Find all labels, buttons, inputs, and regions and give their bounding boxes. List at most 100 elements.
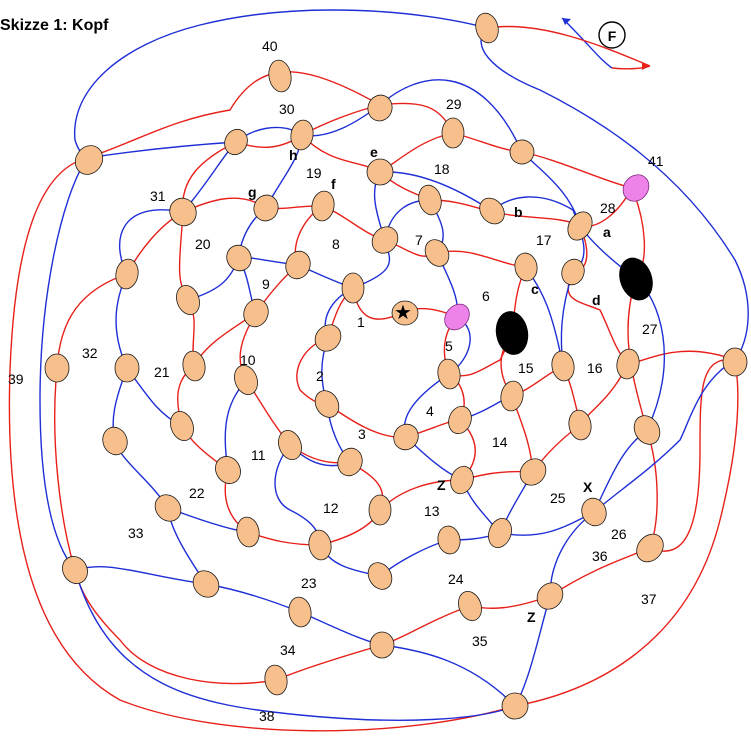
letter-x: X — [583, 479, 593, 495]
pin-node — [226, 244, 252, 272]
pin-node — [501, 692, 529, 720]
pin-node — [722, 347, 748, 377]
direction-marker-label: F — [608, 28, 617, 44]
pin-node — [367, 562, 393, 590]
pin-node — [616, 348, 640, 380]
field-number: 26 — [611, 526, 627, 542]
field-number: 18 — [434, 161, 450, 177]
field-number: 5 — [445, 338, 453, 354]
field-number: 27 — [642, 321, 658, 337]
pin-node — [268, 59, 292, 93]
pin-node — [458, 591, 482, 621]
pin-node — [115, 258, 139, 290]
letter-b: b — [514, 204, 523, 220]
pin-node — [314, 390, 340, 418]
field-number: 39 — [8, 371, 24, 387]
field-number: 28 — [600, 200, 616, 216]
black-pin-c — [495, 311, 529, 355]
pin-node — [264, 664, 288, 696]
pin-node — [278, 430, 302, 460]
field-number: 29 — [446, 96, 462, 112]
pin-nodes — [44, 12, 748, 720]
field-number: 35 — [472, 633, 488, 649]
pin-node — [509, 139, 535, 165]
field-number: 14 — [492, 434, 508, 450]
letter-e: e — [370, 144, 378, 160]
pink-pin-5 — [444, 303, 470, 331]
field-number: 8 — [332, 236, 340, 252]
pin-node — [551, 350, 575, 382]
pin-node — [369, 631, 395, 659]
pin-node — [224, 128, 248, 156]
pin-node — [450, 465, 474, 495]
field-number: 37 — [641, 591, 657, 607]
pin-node — [290, 119, 314, 151]
letter-a: a — [603, 224, 611, 240]
field-number: 7 — [415, 232, 423, 248]
pin-node — [114, 353, 140, 383]
black-pin-a — [619, 257, 653, 301]
start-star-icon: ★ — [394, 300, 412, 324]
pin-node — [581, 497, 607, 527]
letter-c: c — [531, 281, 539, 297]
pin-node — [437, 358, 461, 390]
field-number: 38 — [259, 708, 275, 724]
pin-node — [391, 300, 419, 326]
field-number: 23 — [301, 575, 317, 591]
field-number: 11 — [251, 447, 266, 463]
blue-threads — [39, 9, 749, 721]
pin-node — [285, 250, 311, 280]
field-numbers: 1 2 3 4 5 6 7 8 9 10 11 12 13 14 15 16 1… — [8, 38, 664, 724]
letter-d: d — [592, 292, 601, 308]
letter-labels: a b c d e f g h X Z Z — [248, 144, 611, 625]
pin-node — [253, 194, 279, 222]
field-number: 4 — [426, 403, 434, 419]
field-number: 12 — [323, 500, 339, 516]
letter-z: Z — [437, 477, 446, 493]
pin-node — [74, 145, 104, 175]
pin-node — [102, 426, 128, 456]
field-number: 15 — [518, 360, 534, 376]
pin-node — [514, 252, 538, 282]
letter-f: f — [331, 176, 336, 192]
pin-node — [488, 518, 512, 548]
pin-node — [44, 353, 70, 383]
pin-node — [393, 423, 419, 451]
field-number: 41 — [648, 153, 664, 169]
field-number: 22 — [189, 485, 205, 501]
field-number: 17 — [536, 232, 552, 248]
direction-marker: F — [561, 17, 651, 70]
field-number: 9 — [262, 276, 270, 292]
field-number: 36 — [592, 548, 608, 564]
letter-z: Z — [527, 609, 536, 625]
pin-node — [448, 405, 472, 435]
pin-node — [368, 494, 392, 526]
field-number: 25 — [550, 490, 566, 506]
field-number: 24 — [448, 571, 464, 587]
field-number: 6 — [482, 288, 490, 304]
pin-node — [234, 365, 258, 395]
pin-node — [418, 184, 442, 216]
pin-node — [536, 582, 564, 610]
pin-node — [308, 529, 332, 561]
field-number: 31 — [150, 188, 166, 204]
field-number: 21 — [154, 364, 170, 380]
diagram-title: Skizze 1: Kopf — [0, 17, 109, 34]
pin-node — [424, 239, 450, 267]
pin-node — [441, 117, 465, 149]
pin-node — [243, 298, 269, 328]
field-number: 2 — [316, 368, 324, 384]
pin-node — [366, 158, 394, 186]
pin-node — [288, 596, 312, 628]
pin-node — [636, 533, 664, 563]
pin-node — [479, 197, 505, 225]
pin-node — [314, 324, 342, 352]
letter-g: g — [248, 184, 257, 200]
pin-node — [367, 94, 393, 122]
pin-node — [337, 447, 363, 477]
field-number: 20 — [195, 236, 211, 252]
field-number: 3 — [358, 426, 366, 442]
field-number: 40 — [262, 38, 278, 54]
field-number: 13 — [424, 503, 440, 519]
